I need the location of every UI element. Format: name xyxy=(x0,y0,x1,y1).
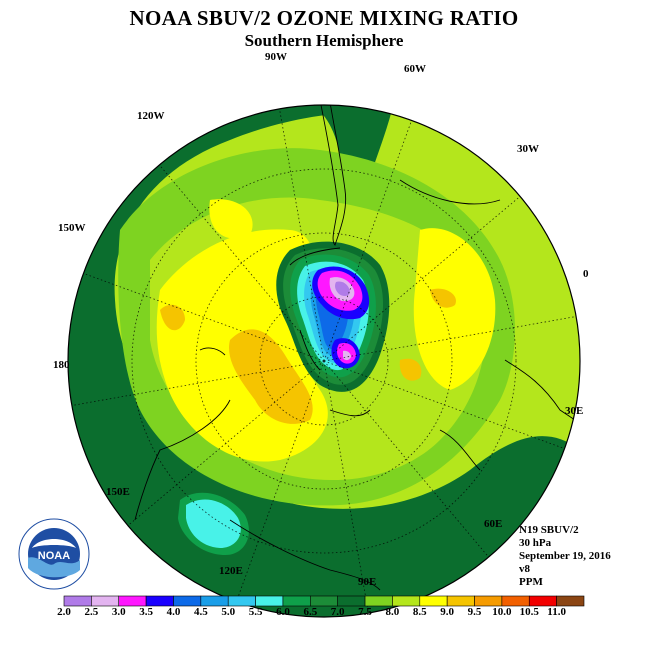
info-block: N19 SBUV/2 30 hPa September 19, 2016 v8 … xyxy=(519,524,611,589)
meridian-line xyxy=(236,360,325,602)
colorbar-tick-label: 5.5 xyxy=(248,606,263,618)
logo-text: NOAA xyxy=(38,550,70,562)
meridian-line xyxy=(159,164,325,362)
units-label: PPM xyxy=(519,576,543,588)
meridian-line xyxy=(83,273,325,362)
colorbar-tick-label: 6.0 xyxy=(276,606,290,618)
colorbar-tick-label: 7.5 xyxy=(358,606,372,618)
ozone-field xyxy=(68,105,580,617)
colorbar-tick-label: 3.5 xyxy=(139,606,153,618)
colorbar-tick-label: 11.0 xyxy=(547,606,566,618)
meridian-line xyxy=(323,360,489,558)
lon-label-120e: 120E xyxy=(219,565,243,577)
colorbar-tick-label: 9.0 xyxy=(440,606,455,618)
colorbar-tick-label: 3.0 xyxy=(111,606,126,618)
lon-label-30e: 30E xyxy=(565,405,584,417)
colorbar-tick-label: 10.5 xyxy=(519,606,539,618)
lon-label-150e: 150E xyxy=(106,486,130,498)
lon-label-60w: 60W xyxy=(404,63,426,75)
date-label: September 19, 2016 xyxy=(519,550,611,562)
meridian-line xyxy=(323,360,565,449)
colorbar-tick-label: 4.5 xyxy=(193,606,208,618)
lon-label-180: 180 xyxy=(53,359,70,371)
colorbar-tick-label: 4.0 xyxy=(166,606,181,618)
colorbar-tick-label: 8.5 xyxy=(412,606,427,618)
lon-label-120w: 120W xyxy=(137,110,165,122)
colorbar-tick-label: 6.5 xyxy=(303,606,318,618)
colorbar-tick-label: 10.0 xyxy=(492,606,512,618)
meridian-line xyxy=(323,120,412,362)
colorbar-tick-label: 5.0 xyxy=(221,606,236,618)
lon-label-150w: 150W xyxy=(58,222,86,234)
meridian-line xyxy=(279,108,325,362)
satellite-label: N19 SBUV/2 xyxy=(519,524,579,536)
colorbar-tick-label: 9.5 xyxy=(467,606,482,618)
page-title: NOAA SBUV/2 OZONE MIXING RATIO xyxy=(129,6,519,30)
meridian-line xyxy=(323,360,369,614)
version-label: v8 xyxy=(519,563,530,575)
pressure-level-label: 30 hPa xyxy=(519,537,552,549)
lon-label-0: 0 xyxy=(583,268,589,280)
lon-label-90w: 90W xyxy=(265,51,287,63)
meridian-line xyxy=(323,196,521,362)
colorbar-tick-label: 8.0 xyxy=(385,606,400,618)
lon-label-30w: 30W xyxy=(517,143,539,155)
colorbar-tick-label: 7.0 xyxy=(330,606,345,618)
lon-label-90e: 90E xyxy=(358,576,377,588)
meridian-line xyxy=(71,360,325,406)
lon-label-60e: 60E xyxy=(484,518,503,530)
meridian-line xyxy=(323,316,577,362)
colorbar-tick-label: 2.0 xyxy=(57,606,71,618)
page-subtitle: Southern Hemisphere xyxy=(244,31,404,50)
colorbar-tick-label: 2.5 xyxy=(84,606,99,618)
noaa-logo: NOAA xyxy=(18,518,90,590)
meridian-line xyxy=(127,360,325,526)
